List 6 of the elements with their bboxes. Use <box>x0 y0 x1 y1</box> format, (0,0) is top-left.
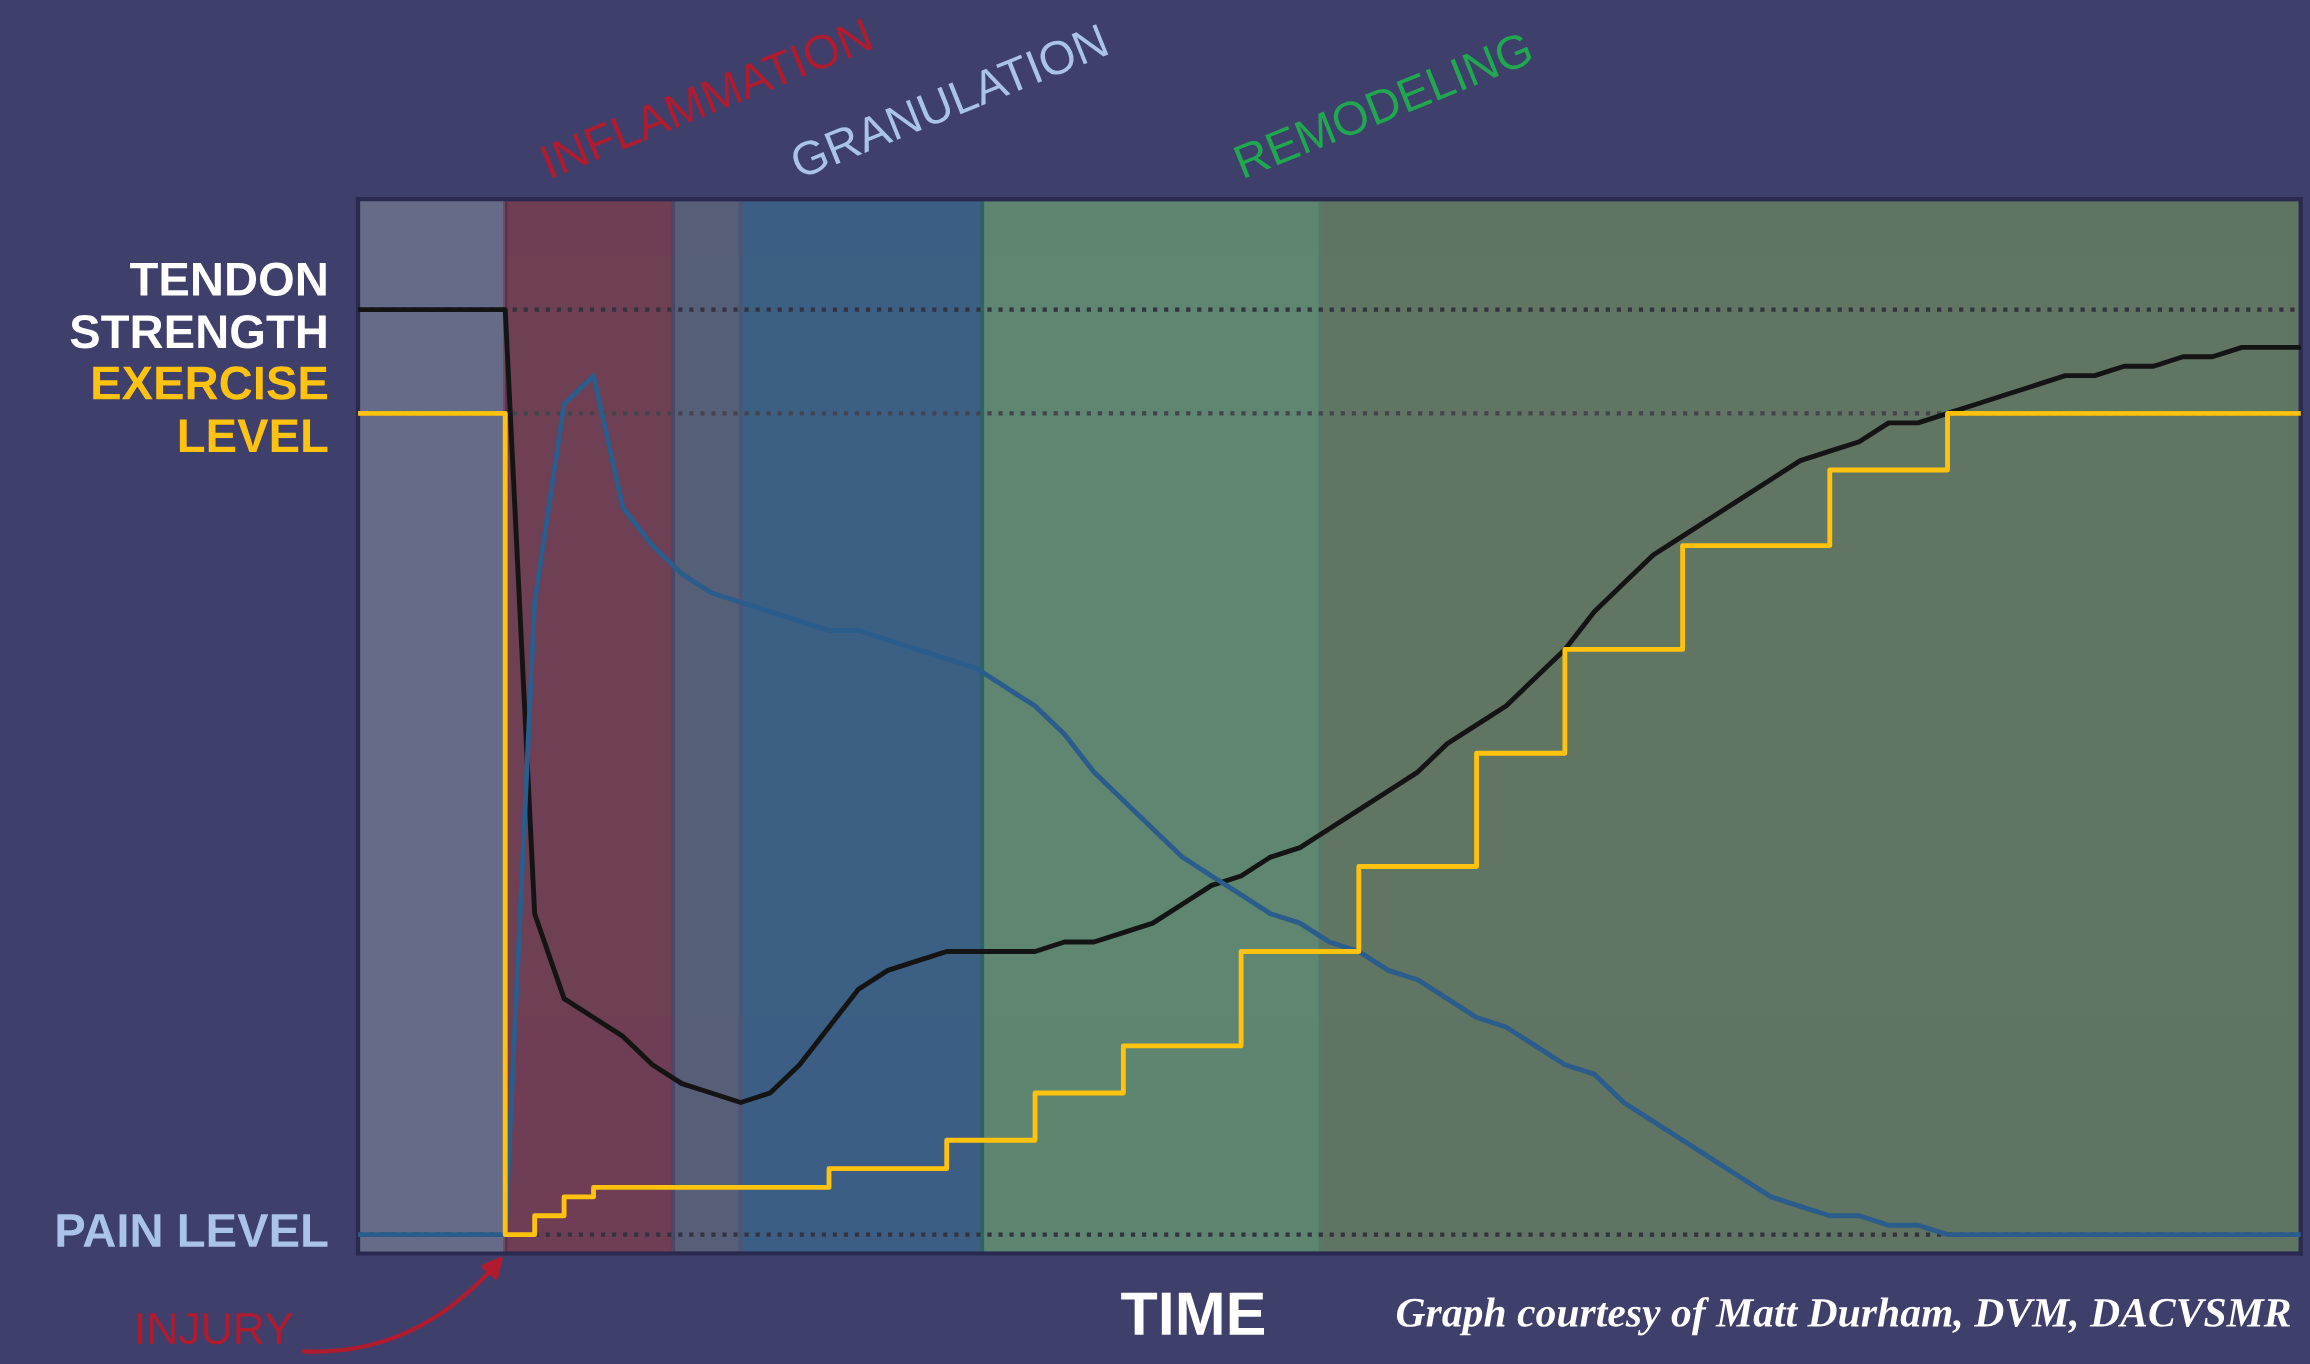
series-label: EXERCISE LEVEL <box>93 366 328 452</box>
text: INJURY <box>138 1313 293 1345</box>
series-label: PAIN LEVEL <box>57 1214 328 1247</box>
series-label: TENDON STRENGTH <box>70 262 326 349</box>
text: Graph courtesy of Matt Durham, DVM, DACVSMR <box>1396 1297 2290 1336</box>
x-axis-title: TIME <box>1121 1292 1265 1335</box>
